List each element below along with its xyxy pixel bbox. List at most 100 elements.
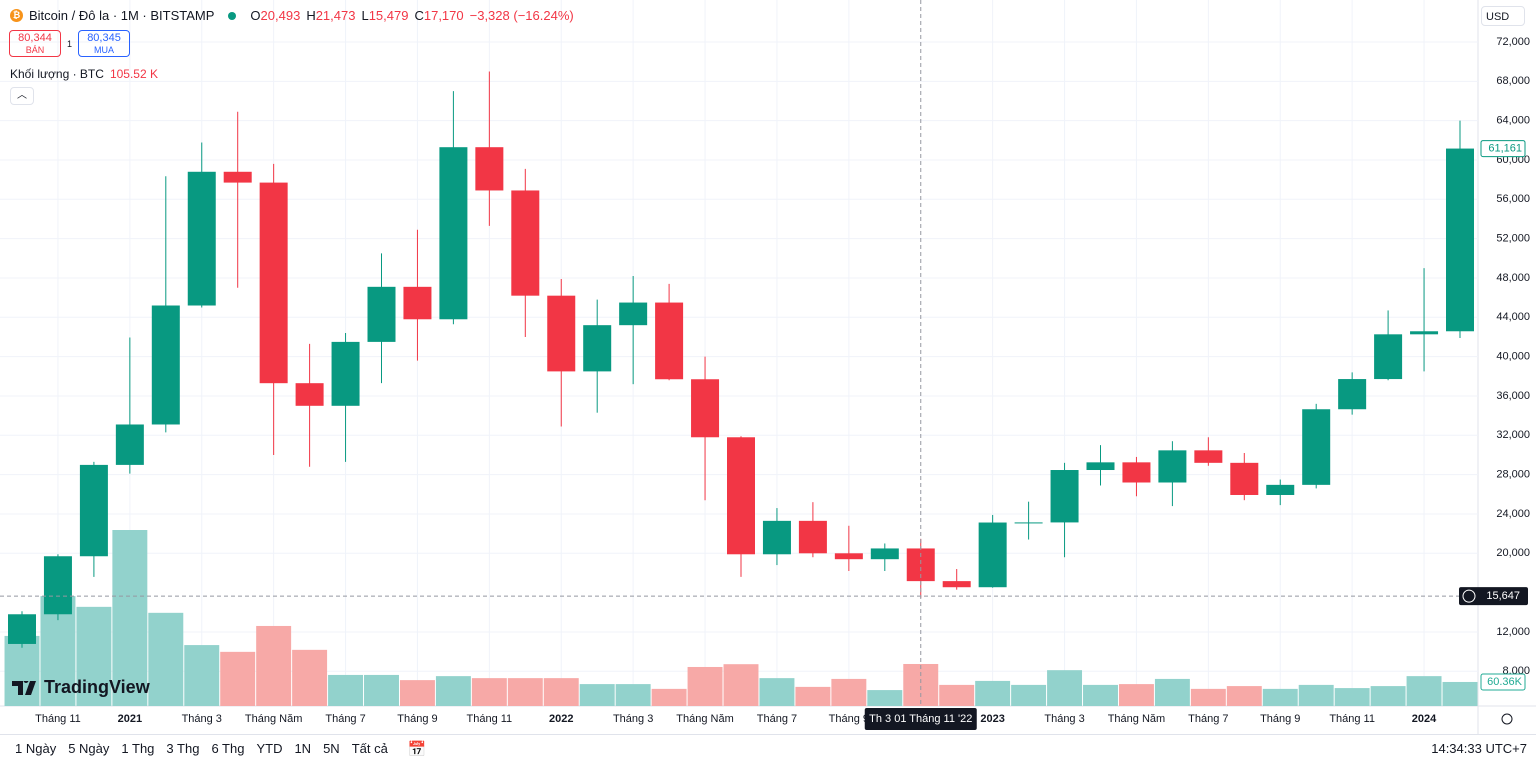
watermark-text: TradingView [44,677,150,697]
x-tick-label: Tháng 7 [757,713,797,725]
x-tick-label: Tháng 11 [1329,713,1375,725]
candle-body [1158,450,1187,483]
goto-date[interactable]: 📅 [407,740,427,758]
y-tick-label: 64,000 [1496,115,1530,127]
y-tick-label: 44,000 [1496,311,1530,323]
candle-body [583,325,612,372]
crosshair-price-box [1459,587,1528,606]
coin-icon: ₿ [10,9,23,22]
candle-body [762,520,791,555]
candle-body [1446,148,1474,332]
chart: 8,00012,00020,00024,00028,00032,00036,00… [0,0,1536,734]
volume-bar [184,645,220,706]
y-tick-label: 72,000 [1496,36,1530,48]
collapse-button[interactable]: ︿ [10,87,34,105]
sell-label: BÁN [25,45,45,55]
volume-bar [1442,681,1478,706]
crosshair-date-box [864,708,977,730]
y-tick-label: 40,000 [1496,351,1530,363]
volume-bar [651,688,687,706]
candle-body [295,383,324,406]
range-button[interactable]: 1 Ngày [15,741,57,756]
buy-label: MUA [94,45,115,55]
volume-bar [795,686,831,706]
volume-tag-box [1480,673,1526,691]
range-button[interactable]: 1N [294,741,312,756]
x-tick-label: 2024 [1412,713,1437,725]
volume-bar [435,676,471,706]
settings-icon[interactable] [1501,713,1513,725]
range-buttons: 1 Ngày 5 Ngày 1 Thg 3 Thg 6 Thg YTD 1N 5N Tất cả [0,741,394,756]
volume-bar [1190,688,1226,706]
volume-bar [328,674,364,706]
y-tick-label: 32,000 [1496,429,1530,441]
volume-bar [1047,670,1083,706]
volume-bar [939,684,975,706]
volume-value: 105.52 K [109,67,158,81]
volume-bar [220,651,256,706]
ohlc-key: L [361,8,369,23]
x-tick-label: Tháng 9 [1260,713,1300,725]
ohlc-value: 15,479 [368,8,409,23]
candle-body [1374,334,1403,380]
candle-body [978,522,1007,588]
volume-bar [867,690,903,706]
volume-tag-label: 60.36K [1487,676,1523,688]
bottom-toolbar: 1 Ngày 5 Ngày 1 Thg 3 Thg 6 Thg YTD 1N 5N Tất cả… [0,734,1536,762]
candle-body [475,147,504,191]
buy-button[interactable]: 80,345 MUA [78,30,131,57]
candle-body [1230,462,1259,495]
volume-bar [1154,678,1190,706]
volume-bar [1011,684,1047,706]
candle-body [1338,379,1367,410]
candle-body [115,424,144,465]
legend: ₿ Bitcoin / Đô la · 1M · BITSTAMP O20,49… [10,8,574,23]
status-dot [228,11,237,20]
volume-bar [543,678,579,706]
volume-bar [723,664,759,706]
candle-body [727,437,755,555]
currency-button[interactable]: USD [1481,6,1525,26]
last-price-box [1480,140,1526,158]
candle-body [619,302,648,326]
clock: 14:34:33 UTC+7 [1431,741,1527,756]
x-tick-label: Tháng 3 [1044,713,1084,725]
ohlc-value: 21,473 [315,8,356,23]
x-tick-label: Tháng Năm [1108,713,1165,725]
range-button[interactable]: Tất cả [351,741,388,756]
x-tick-label: 2022 [549,713,573,725]
range-button[interactable]: 5N [323,741,340,756]
range-button[interactable]: 3 Thg [166,741,200,756]
x-tick-label: Tháng 3 [182,713,222,725]
add-alert-icon [1462,589,1476,603]
logo-icon [12,680,36,695]
volume-bar [364,674,399,706]
candle-body [1302,409,1331,485]
volume-bar [831,678,867,706]
candle-body [151,305,180,425]
volume-bar [76,606,112,706]
volume-bar [1298,684,1334,706]
range-button[interactable]: 5 Ngày [68,741,110,756]
sell-button[interactable]: 80,344 BÁN [9,30,61,57]
candle-body [1266,484,1295,495]
candle-body [259,182,288,384]
candle-body [511,190,540,296]
candle-body [1014,522,1043,524]
symbol[interactable]: Bitcoin / Đô la · 1M · BITSTAMP [29,8,215,23]
candle-body [403,286,432,320]
candle-body [439,147,468,320]
range-button[interactable]: YTD [256,741,283,756]
candle-body [8,614,36,644]
volume-bar [471,678,507,706]
range-button[interactable]: 1 Thg [121,741,155,756]
sell-price: 80,344 [18,32,52,44]
range-button[interactable]: 6 Thg [211,741,245,756]
candle-body [43,556,72,615]
candle-body [1410,331,1439,335]
volume-bar [148,612,184,706]
volume-bar [1226,686,1262,706]
x-tick-label: 2023 [980,713,1004,725]
candle-body [547,295,576,372]
volume-bar [507,678,543,706]
